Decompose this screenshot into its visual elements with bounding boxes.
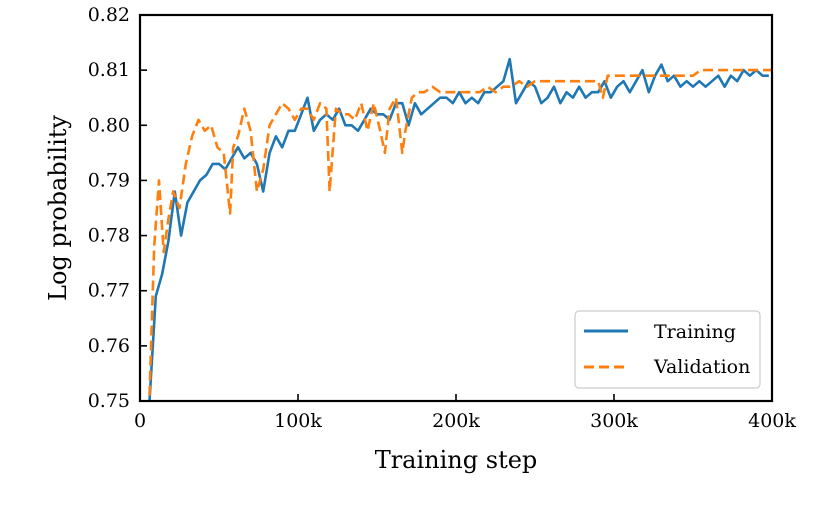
x-tick-label: 0 <box>134 410 146 432</box>
legend-label-training: Training <box>654 321 736 343</box>
x-axis-ticks: 0 100k 200k 300k 400k <box>134 394 796 432</box>
legend: Training Validation <box>574 310 761 389</box>
y-axis-label: Log probability <box>44 115 72 301</box>
y-tick-label: 0.77 <box>88 280 130 302</box>
y-tick-label: 0.79 <box>88 169 130 191</box>
y-tick-label: 0.82 <box>88 4 130 26</box>
x-axis-label: Training step <box>375 446 538 474</box>
y-tick-label: 0.75 <box>88 390 130 412</box>
series-layer <box>148 57 772 402</box>
y-axis-ticks: 0.75 0.76 0.77 0.78 0.79 0.80 0.81 0.82 <box>88 4 147 412</box>
y-tick-label: 0.81 <box>88 59 130 81</box>
x-tick-label: 100k <box>274 410 322 432</box>
y-tick-label: 0.78 <box>88 225 130 247</box>
series-line-validation <box>148 68 772 396</box>
x-tick-label: 400k <box>748 410 796 432</box>
x-tick-label: 300k <box>590 410 638 432</box>
x-tick-label: 200k <box>432 410 480 432</box>
y-tick-label: 0.76 <box>88 335 130 357</box>
legend-label-validation: Validation <box>653 356 750 378</box>
y-tick-label: 0.80 <box>88 114 130 136</box>
